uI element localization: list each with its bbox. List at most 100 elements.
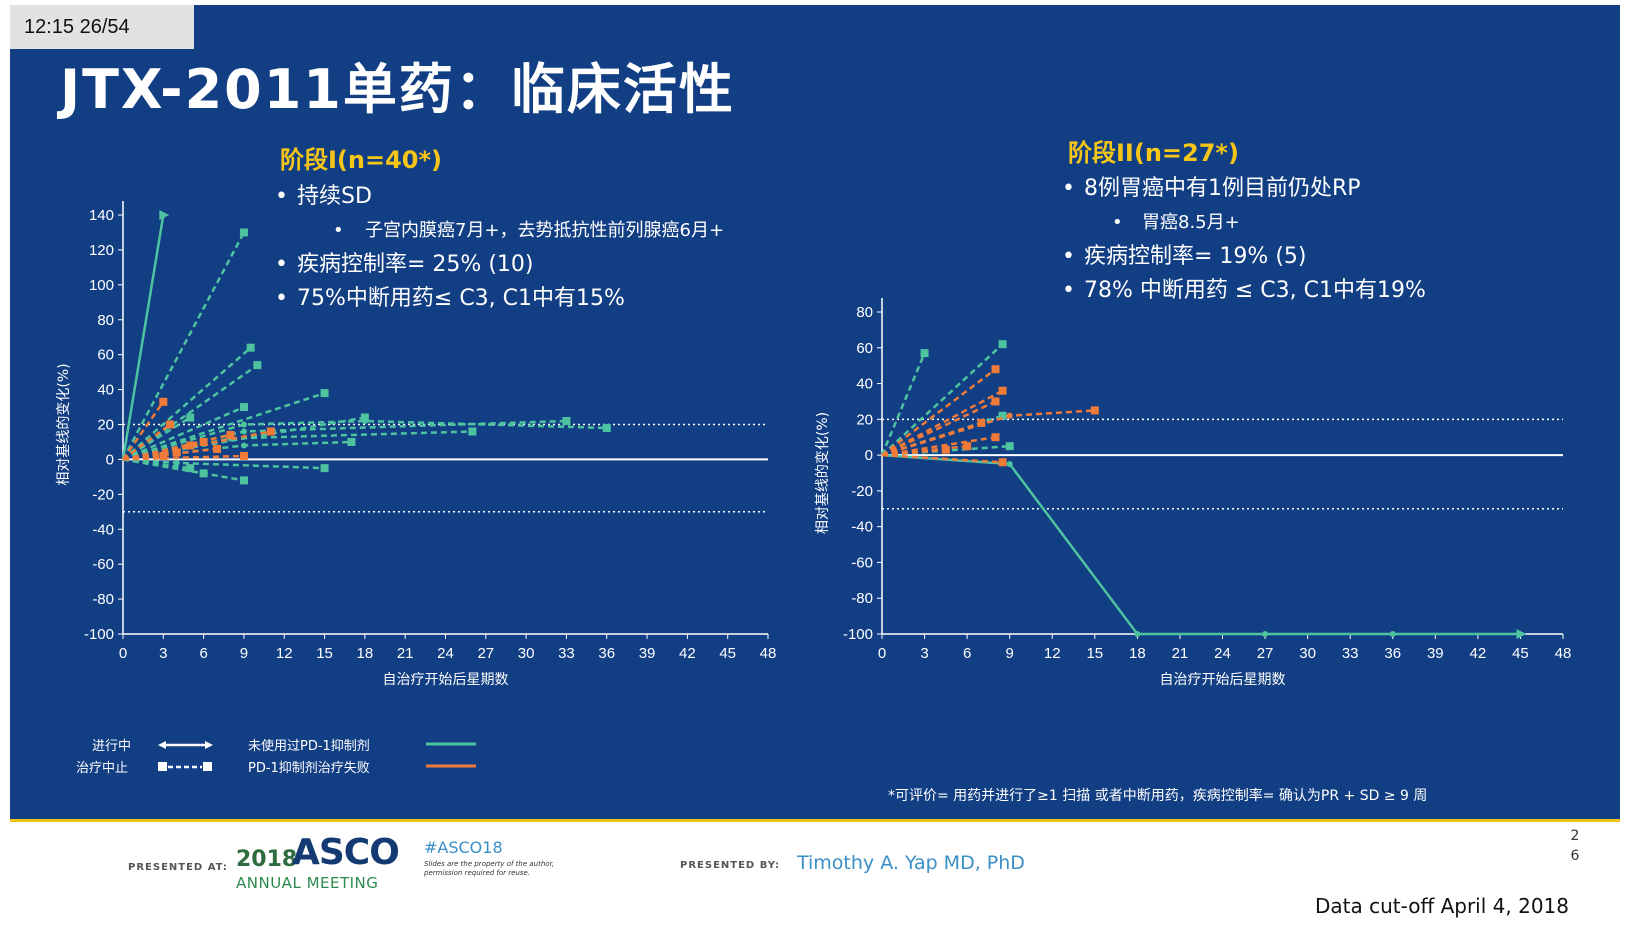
phase2-end-marker — [963, 442, 972, 451]
phase1-y-tick-label: -100 — [84, 626, 114, 643]
phase1-x-tick-label: 3 — [159, 645, 167, 662]
phase1-series-line — [122, 391, 325, 461]
phase2-x-tick-label: 30 — [1299, 645, 1316, 662]
legend-pd1-failed-label: PD-1抑制剂治疗失败 — [248, 761, 370, 776]
phase1-end-marker — [199, 437, 208, 446]
phase2-point-marker — [1389, 631, 1396, 637]
phase2-bullet: 8例胃癌中有1例目前仍处RP — [1062, 172, 1426, 206]
phase2-y-tick-label: 0 — [865, 447, 873, 464]
slide-canvas — [10, 5, 1620, 819]
phase2-series-line — [881, 453, 1521, 636]
phase1-y-tick-label: 80 — [97, 312, 114, 329]
phase2-x-tick-label: 12 — [1044, 645, 1061, 662]
phase1-end-marker — [253, 361, 262, 370]
phase1-x-tick-label: 33 — [558, 645, 575, 662]
phase2-y-tick-label: -80 — [851, 590, 873, 607]
phase1-end-marker — [186, 464, 195, 473]
data-cutoff: Data cut-off April 4, 2018 — [1315, 894, 1569, 918]
phase1-bullet: 持续SD — [275, 180, 724, 214]
phase1-y-tick-label: -80 — [92, 591, 114, 608]
phase1-x-tick-label: 0 — [119, 645, 127, 662]
phase2-series-line — [881, 453, 1003, 464]
legend-discontinued-line — [158, 762, 212, 771]
phase1-end-marker — [159, 397, 168, 406]
phase1-y-tick-label: 20 — [97, 417, 114, 434]
phase1-end-marker — [239, 403, 248, 412]
phase1-end-marker — [239, 228, 248, 237]
phase2-end-marker — [920, 349, 929, 358]
phase2-x-tick-label: 42 — [1470, 645, 1487, 662]
phase2-x-tick-label: 21 — [1172, 645, 1189, 662]
phase1-point-marker — [240, 421, 247, 428]
legend-pd1-naive-swatch — [426, 742, 476, 746]
phase2-series-line — [881, 368, 997, 457]
phase2-end-marker — [941, 445, 950, 454]
phase2-x-axis-label: 自治疗开始后星期数 — [1160, 672, 1286, 688]
phase2-bullets: 8例胃癌中有1例目前仍处RP 胃癌8.5月+ 疾病控制率= 19% (5) 78… — [1062, 172, 1426, 308]
phase2-x-tick-label: 24 — [1214, 645, 1231, 662]
legend-pd1-naive-label: 未使用过PD-1抑制剂 — [248, 739, 370, 754]
phase2-x-tick-label: 9 — [1006, 645, 1014, 662]
phase1-series-line — [122, 451, 177, 461]
phase2-x-tick-label: 39 — [1427, 645, 1444, 662]
phase2-y-tick-label: -60 — [851, 554, 873, 571]
phase1-end-marker — [360, 413, 369, 422]
phase1-x-tick-label: 15 — [316, 645, 333, 662]
phase1-point-marker — [240, 428, 247, 435]
phase1-x-tick-label: 6 — [199, 645, 207, 662]
phase1-series-line — [122, 458, 204, 475]
phase1-x-tick-label: 30 — [518, 645, 535, 662]
phase1-bullet: 75%中断用药≤ C3, C1中有15% — [275, 282, 724, 316]
phase2-y-tick-label: 60 — [856, 340, 873, 357]
footer-divider — [10, 819, 1620, 822]
phase2-y-tick-label: -20 — [851, 483, 873, 500]
asco-logo: ASCO — [292, 832, 400, 873]
phase1-y-tick-label: 140 — [89, 207, 114, 224]
phase2-x-tick-label: 27 — [1257, 645, 1274, 662]
phase2-end-marker — [991, 433, 1000, 442]
phase1-end-marker — [159, 451, 168, 460]
phase1-end-marker — [186, 413, 195, 422]
phase1-heading: 阶段I(n=40*) — [280, 146, 443, 174]
phase1-end-marker — [562, 417, 571, 426]
phase1-y-tick-label: 120 — [89, 242, 114, 259]
phase2-end-marker — [998, 386, 1007, 395]
phase1-end-marker — [468, 427, 477, 436]
phase2-x-tick-label: 36 — [1384, 645, 1401, 662]
phase1-y-tick-label: -20 — [92, 486, 114, 503]
phase2-end-marker — [998, 458, 1007, 467]
phase2-end-marker — [1005, 442, 1014, 451]
phase2-x-tick-label: 45 — [1512, 645, 1529, 662]
page-number: 26 — [1570, 828, 1580, 864]
phase1-y-tick-label: -60 — [92, 556, 114, 573]
slide-title: JTX-2011单药：临床活性 — [60, 58, 735, 121]
phase2-series-line — [880, 352, 926, 456]
phase1-y-tick-label: 40 — [97, 382, 114, 399]
phase1-series-line — [121, 401, 165, 461]
phase2-series-line — [881, 421, 982, 457]
phase1-series-line — [122, 454, 164, 461]
phase1-x-tick-label: 48 — [760, 645, 777, 662]
phase2-x-tick-label: 0 — [878, 645, 886, 662]
footer: PRESENTED AT: 2018 ASCO ANNUAL MEETING #… — [0, 822, 1625, 929]
phase1-x-tick-label: 18 — [357, 645, 374, 662]
phase1-end-marker — [266, 427, 275, 436]
presented-at-label: PRESENTED AT: — [128, 862, 228, 873]
phase1-point-marker — [240, 442, 247, 449]
phase2-x-tick-label: 33 — [1342, 645, 1359, 662]
phase2-series-line — [881, 409, 1095, 457]
phase1-x-tick-label: 39 — [639, 645, 656, 662]
phase2-end-marker — [998, 411, 1007, 420]
phase2-y-tick-label: 40 — [856, 376, 873, 393]
phase1-x-tick-label: 36 — [598, 645, 615, 662]
phase2-end-marker — [977, 418, 986, 427]
phase2-end-marker — [991, 365, 1000, 374]
phase2-heading: 阶段II(n=27*) — [1068, 139, 1239, 167]
phase1-end-marker — [239, 451, 248, 460]
phase1-x-tick-label: 45 — [719, 645, 736, 662]
phase2-end-marker — [1090, 406, 1099, 415]
phase1-series-line — [122, 364, 259, 461]
phase2-sub-bullet: 胃癌8.5月+ — [1062, 206, 1426, 240]
